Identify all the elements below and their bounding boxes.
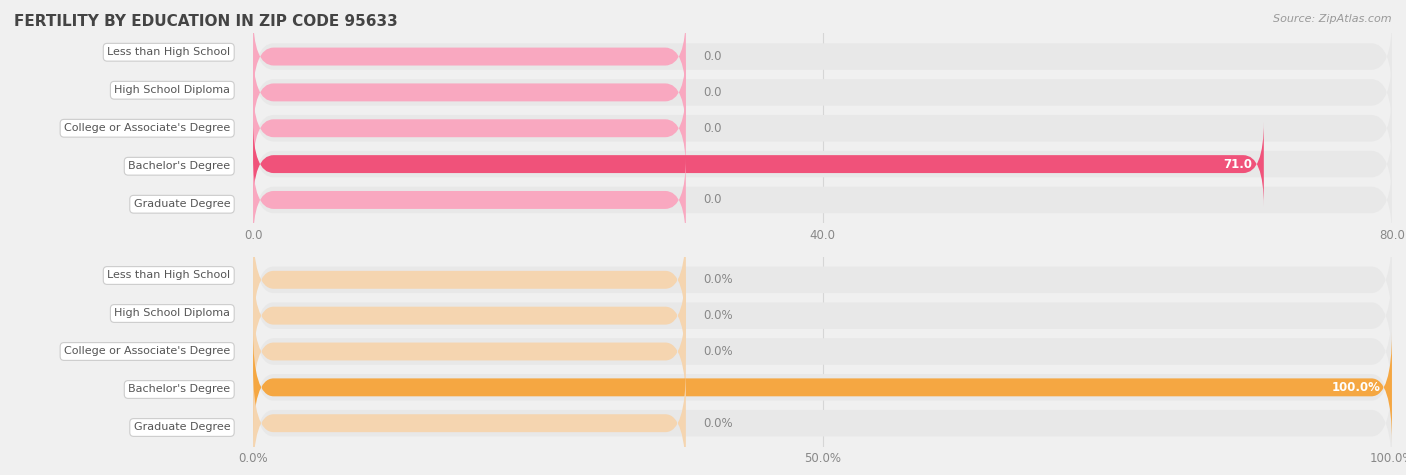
Text: Less than High School: Less than High School — [107, 47, 231, 57]
Text: Graduate Degree: Graduate Degree — [134, 199, 231, 209]
Text: 0.0: 0.0 — [703, 86, 721, 99]
FancyBboxPatch shape — [253, 224, 686, 335]
FancyBboxPatch shape — [253, 332, 1392, 443]
FancyBboxPatch shape — [253, 368, 686, 475]
Text: 71.0: 71.0 — [1223, 158, 1253, 171]
FancyBboxPatch shape — [253, 14, 686, 99]
FancyBboxPatch shape — [253, 18, 1392, 95]
Text: 0.0%: 0.0% — [703, 273, 733, 286]
Text: 0.0%: 0.0% — [703, 345, 733, 358]
Text: Source: ZipAtlas.com: Source: ZipAtlas.com — [1274, 14, 1392, 24]
Text: College or Associate's Degree: College or Associate's Degree — [65, 346, 231, 357]
Text: Less than High School: Less than High School — [107, 270, 231, 281]
Text: Graduate Degree: Graduate Degree — [134, 422, 231, 433]
FancyBboxPatch shape — [253, 50, 686, 135]
FancyBboxPatch shape — [253, 157, 686, 243]
Text: 0.0: 0.0 — [703, 50, 721, 63]
FancyBboxPatch shape — [253, 162, 1392, 238]
FancyBboxPatch shape — [253, 336, 1392, 438]
Text: College or Associate's Degree: College or Associate's Degree — [65, 123, 231, 133]
Text: FERTILITY BY EDUCATION IN ZIP CODE 95633: FERTILITY BY EDUCATION IN ZIP CODE 95633 — [14, 14, 398, 29]
FancyBboxPatch shape — [253, 265, 1392, 367]
FancyBboxPatch shape — [253, 260, 686, 371]
FancyBboxPatch shape — [253, 228, 1392, 331]
Text: 0.0%: 0.0% — [703, 417, 733, 430]
Text: 0.0%: 0.0% — [703, 309, 733, 322]
Text: 0.0: 0.0 — [703, 122, 721, 135]
Text: 100.0%: 100.0% — [1331, 381, 1381, 394]
Text: High School Diploma: High School Diploma — [114, 308, 231, 319]
Text: High School Diploma: High School Diploma — [114, 85, 231, 95]
FancyBboxPatch shape — [253, 296, 686, 407]
Text: 0.0: 0.0 — [703, 193, 721, 207]
FancyBboxPatch shape — [253, 86, 686, 171]
FancyBboxPatch shape — [253, 372, 1392, 475]
Text: Bachelor's Degree: Bachelor's Degree — [128, 384, 231, 395]
FancyBboxPatch shape — [253, 90, 1392, 167]
Text: Bachelor's Degree: Bachelor's Degree — [128, 161, 231, 171]
FancyBboxPatch shape — [253, 122, 1264, 207]
FancyBboxPatch shape — [253, 300, 1392, 403]
FancyBboxPatch shape — [253, 126, 1392, 202]
FancyBboxPatch shape — [253, 54, 1392, 131]
